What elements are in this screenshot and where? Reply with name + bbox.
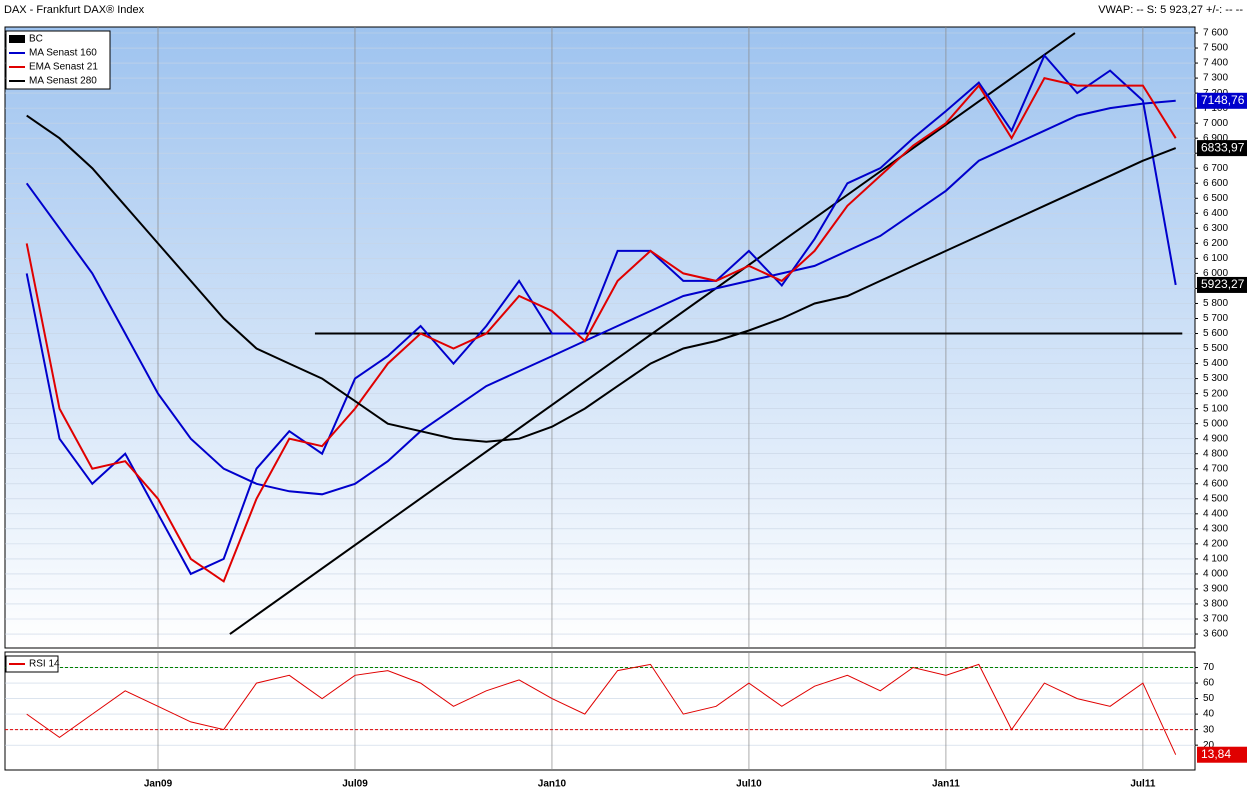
- y-tick-label: 3 700: [1203, 614, 1228, 625]
- chart-title: DAX - Frankfurt DAX® Index: [4, 4, 145, 16]
- y-tick-label: 3 600: [1203, 629, 1228, 640]
- series-line: [25, 99, 1176, 496]
- y-tick-label: 4 700: [1203, 463, 1228, 474]
- y-tick-label: 60: [1203, 678, 1215, 689]
- last-value-box: [1197, 140, 1247, 157]
- y-tick-label: 30: [1203, 724, 1215, 735]
- y-tick-label: 5 700: [1203, 313, 1228, 324]
- last-value-label: 7148,76: [1201, 93, 1245, 107]
- quote-header: VWAP: -- S: 5 923,27 +/-: -- --: [1098, 4, 1243, 16]
- y-tick-label: 5 300: [1203, 373, 1228, 384]
- x-tick-label: Jul10: [736, 779, 762, 790]
- y-tick-label: 5 000: [1203, 418, 1228, 429]
- y-tick-label: 50: [1203, 693, 1215, 704]
- y-tick-label: 3 900: [1203, 584, 1228, 595]
- rsi-panel: [4, 651, 1196, 771]
- y-tick-label: 4 900: [1203, 433, 1228, 444]
- y-tick-label: 5 800: [1203, 298, 1228, 309]
- legend-label: BC: [29, 34, 43, 45]
- y-tick-label: 5 100: [1203, 403, 1228, 414]
- x-tick-label: Jul11: [1130, 779, 1155, 790]
- legend-label: EMA Senast 21: [29, 62, 98, 73]
- y-tick-label: 5 400: [1203, 358, 1228, 369]
- y-tick-label: 4 300: [1203, 523, 1228, 534]
- y-tick-label: 4 800: [1203, 448, 1228, 459]
- y-tick-label: 6 600: [1203, 178, 1228, 189]
- y-tick-label: 7 000: [1203, 118, 1228, 129]
- y-tick-label: 6 400: [1203, 208, 1228, 219]
- y-tick-label: 5 500: [1203, 343, 1228, 354]
- y-tick-label: 5 200: [1203, 388, 1228, 399]
- last-value-label: 13,84: [1201, 747, 1231, 761]
- y-tick-label: 7 400: [1203, 58, 1228, 69]
- y-tick-label: 4 500: [1203, 493, 1228, 504]
- legend: RSI 14: [5, 655, 60, 673]
- y-tick-label: 6 000: [1203, 268, 1228, 279]
- series-line: [25, 76, 1177, 583]
- y-tick-label: 40: [1203, 709, 1215, 720]
- legend: BC MA Senast 160 EMA Senast 21 MA Senast 28…: [5, 30, 111, 90]
- last-value-label: 5923,27: [1201, 277, 1245, 291]
- y-tick-label: 7 300: [1203, 73, 1228, 84]
- y-tick-label: 4 000: [1203, 569, 1228, 580]
- last-value-box: [1197, 276, 1247, 293]
- y-tick-label: 4 400: [1203, 508, 1228, 519]
- last-value-box: [1197, 746, 1247, 763]
- price-panel: [4, 26, 1196, 649]
- y-tick-label: 6 200: [1203, 238, 1228, 249]
- y-tick-label: 6 700: [1203, 163, 1228, 174]
- y-tick-label: 4 600: [1203, 478, 1228, 489]
- legend-label: RSI 14: [29, 659, 60, 670]
- y-tick-label: 6 900: [1203, 133, 1228, 144]
- y-tick-label: 7 500: [1203, 43, 1228, 54]
- series-line: [26, 663, 1177, 755]
- y-tick-label: 5 600: [1203, 328, 1228, 339]
- y-tick-label: 70: [1203, 662, 1215, 673]
- x-tick-label: Jul09: [342, 779, 368, 790]
- legend-label: MA Senast 280: [29, 76, 97, 87]
- series-line: [26, 114, 1177, 443]
- legend-swatch: [9, 35, 25, 43]
- x-tick-label: Jan11: [932, 779, 960, 790]
- y-tick-label: 3 800: [1203, 599, 1228, 610]
- y-tick-label: 4 100: [1203, 554, 1228, 565]
- y-tick-label: 7 600: [1203, 28, 1228, 39]
- legend-box: [5, 655, 59, 673]
- last-value-label: 6833,97: [1201, 140, 1245, 154]
- last-value-box: [1197, 92, 1247, 109]
- x-tick-label: Jan09: [144, 779, 173, 790]
- y-tick-label: 4 200: [1203, 539, 1228, 550]
- y-tick-label: 6 500: [1203, 193, 1228, 204]
- legend-label: MA Senast 160: [29, 48, 97, 59]
- y-tick-label: 6 100: [1203, 253, 1228, 264]
- series-line: [25, 53, 1177, 576]
- x-tick-label: Jan10: [538, 779, 567, 790]
- y-tick-label: 6 300: [1203, 223, 1228, 234]
- y-tick-label: 20: [1203, 740, 1215, 751]
